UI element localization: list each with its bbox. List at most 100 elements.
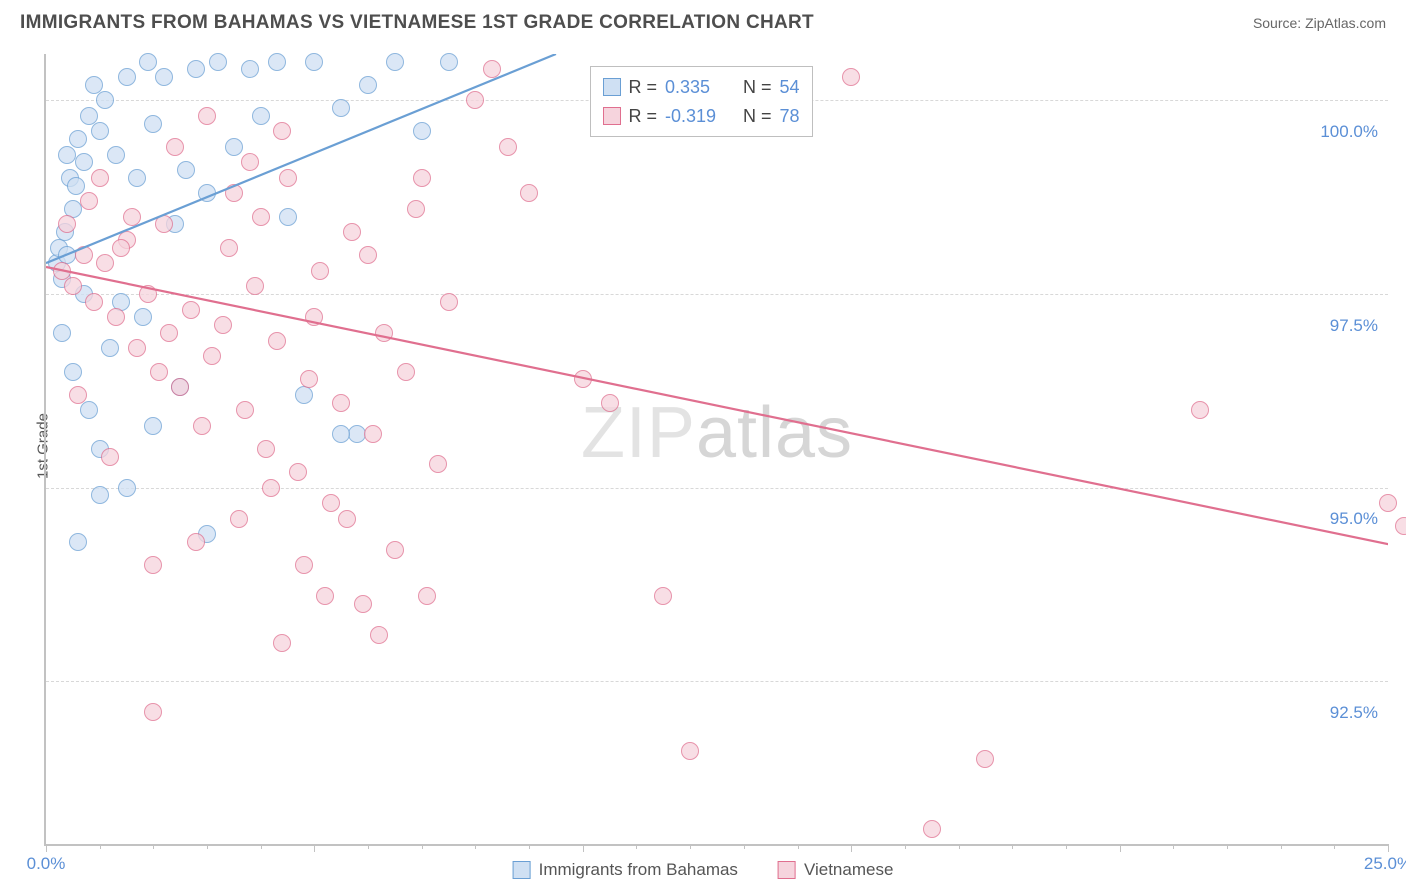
data-point [273, 122, 291, 140]
data-point [842, 68, 860, 86]
data-point [193, 417, 211, 435]
data-point [375, 324, 393, 342]
data-point [53, 324, 71, 342]
data-point [144, 556, 162, 574]
data-point [101, 448, 119, 466]
data-point [80, 192, 98, 210]
x-tick [583, 844, 584, 852]
gridline [46, 681, 1388, 682]
data-point [440, 293, 458, 311]
y-tick-label: 92.5% [1330, 703, 1378, 723]
data-point [128, 169, 146, 187]
correlation-legend: R =0.335N =54R =-0.319N =78 [590, 66, 813, 138]
data-point [118, 479, 136, 497]
source-attribution: Source: ZipAtlas.com [1253, 15, 1386, 31]
data-point [166, 138, 184, 156]
x-tick-minor [905, 844, 906, 849]
data-point [273, 634, 291, 652]
data-point [397, 363, 415, 381]
x-tick-minor [1334, 844, 1335, 849]
x-tick [314, 844, 315, 852]
data-point [101, 339, 119, 357]
data-point [96, 91, 114, 109]
data-point [252, 208, 270, 226]
data-point [182, 301, 200, 319]
data-point [80, 401, 98, 419]
data-point [332, 99, 350, 117]
data-point [203, 347, 221, 365]
x-tick-minor [1066, 844, 1067, 849]
x-tick-minor [207, 844, 208, 849]
watermark-part2: atlas [696, 393, 853, 473]
data-point [107, 308, 125, 326]
data-point [123, 208, 141, 226]
data-point [305, 53, 323, 71]
data-point [332, 394, 350, 412]
data-point [429, 455, 447, 473]
data-point [214, 316, 232, 334]
data-point [246, 277, 264, 295]
data-point [236, 401, 254, 419]
x-tick-minor [959, 844, 960, 849]
data-point [69, 386, 87, 404]
data-point [144, 115, 162, 133]
legend-item-bahamas: Immigrants from Bahamas [513, 860, 738, 880]
data-point [295, 556, 313, 574]
data-point [67, 177, 85, 195]
data-point [220, 239, 238, 257]
x-tick-label: 25.0% [1364, 854, 1406, 874]
data-point [268, 53, 286, 71]
y-tick-label: 100.0% [1320, 122, 1378, 142]
legend-swatch-icon [603, 78, 621, 96]
data-point [75, 246, 93, 264]
x-tick-minor [798, 844, 799, 849]
x-tick-minor [1227, 844, 1228, 849]
x-tick-minor [1173, 844, 1174, 849]
data-point [305, 308, 323, 326]
data-point [58, 146, 76, 164]
data-point [91, 169, 109, 187]
data-point [160, 324, 178, 342]
data-point [923, 820, 941, 838]
data-point [681, 742, 699, 760]
data-point [241, 153, 259, 171]
data-point [316, 587, 334, 605]
data-point [418, 587, 436, 605]
data-point [187, 60, 205, 78]
data-point [499, 138, 517, 156]
data-point [520, 184, 538, 202]
data-point [155, 68, 173, 86]
data-point [279, 169, 297, 187]
data-point [85, 293, 103, 311]
data-point [440, 53, 458, 71]
trend-lines [46, 54, 1388, 844]
data-point [64, 363, 82, 381]
data-point [466, 91, 484, 109]
legend-label: Immigrants from Bahamas [539, 860, 738, 880]
data-point [295, 386, 313, 404]
data-point [155, 215, 173, 233]
data-point [69, 533, 87, 551]
data-point [69, 130, 87, 148]
data-point [134, 308, 152, 326]
gridline [46, 488, 1388, 489]
data-point [300, 370, 318, 388]
data-point [654, 587, 672, 605]
data-point [58, 215, 76, 233]
data-point [407, 200, 425, 218]
data-point [139, 285, 157, 303]
x-tick [1388, 844, 1389, 852]
data-point [107, 146, 125, 164]
x-tick-label: 0.0% [27, 854, 66, 874]
legend-row: R =0.335N =54 [603, 73, 800, 102]
y-tick-label: 97.5% [1330, 316, 1378, 336]
data-point [386, 541, 404, 559]
data-point [386, 53, 404, 71]
data-point [1191, 401, 1209, 419]
data-point [343, 223, 361, 241]
x-tick-minor [261, 844, 262, 849]
x-tick-minor [100, 844, 101, 849]
x-tick [851, 844, 852, 852]
data-point [144, 417, 162, 435]
legend-label: Vietnamese [804, 860, 893, 880]
